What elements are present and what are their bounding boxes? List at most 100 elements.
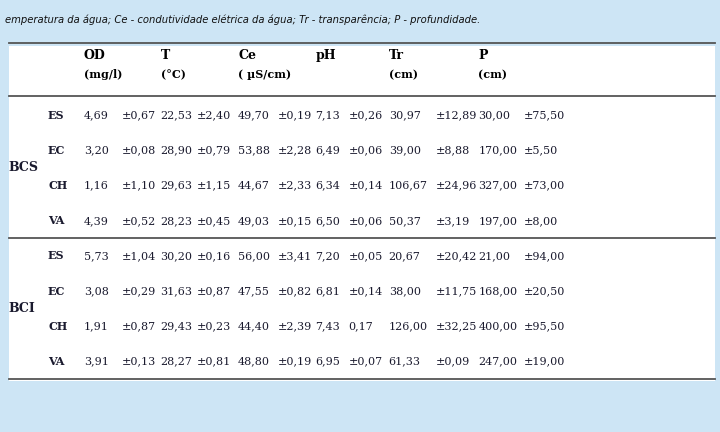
Text: 30,00: 30,00 [478,110,510,120]
Text: emperatura da água; Ce - condutividade elétrica da água; Tr - transparência; P -: emperatura da água; Ce - condutividade e… [5,14,480,25]
Text: ±19,00: ±19,00 [523,356,565,366]
Text: ±0,79: ±0,79 [197,146,230,156]
Text: EC: EC [48,145,66,156]
Text: 168,00: 168,00 [478,286,518,296]
Text: 6,81: 6,81 [315,286,341,296]
Text: P: P [478,48,488,61]
Text: ±1,10: ±1,10 [122,181,156,191]
Text: 44,40: 44,40 [238,321,270,331]
Text: 327,00: 327,00 [478,181,518,191]
Text: ±1,04: ±1,04 [122,251,156,261]
Text: ±0,08: ±0,08 [122,146,156,156]
Text: 28,90: 28,90 [161,146,193,156]
Text: ±0,05: ±0,05 [348,251,383,261]
Text: ±2,33: ±2,33 [278,181,312,191]
Text: ±8,88: ±8,88 [436,146,470,156]
Text: ±0,15: ±0,15 [278,216,312,226]
Text: (°C): (°C) [161,69,186,80]
Text: 30,20: 30,20 [161,251,193,261]
Text: 28,23: 28,23 [161,216,193,226]
Text: ±0,52: ±0,52 [122,216,156,226]
Text: 28,27: 28,27 [161,356,192,366]
Text: 3,20: 3,20 [84,146,109,156]
Text: ±3,19: ±3,19 [436,216,470,226]
Text: ±0,45: ±0,45 [197,216,230,226]
Text: 29,43: 29,43 [161,321,193,331]
Text: ±8,00: ±8,00 [523,216,558,226]
Text: T: T [161,48,170,61]
Text: 1,91: 1,91 [84,321,109,331]
Text: 400,00: 400,00 [478,321,518,331]
Text: ±2,39: ±2,39 [278,321,312,331]
Text: (cm): (cm) [478,69,508,80]
Text: ±0,13: ±0,13 [122,356,156,366]
Text: ±1,15: ±1,15 [197,181,230,191]
Text: pH: pH [315,48,336,61]
Text: 49,70: 49,70 [238,110,270,120]
Text: ±0,14: ±0,14 [348,181,383,191]
Text: VA: VA [48,356,64,367]
Text: 126,00: 126,00 [389,321,428,331]
Text: ±0,26: ±0,26 [348,110,383,120]
Text: VA: VA [48,215,64,226]
Text: 44,67: 44,67 [238,181,270,191]
Text: 20,67: 20,67 [389,251,420,261]
Text: 47,55: 47,55 [238,286,270,296]
Text: 6,34: 6,34 [315,181,341,191]
Text: ES: ES [48,251,65,261]
Text: (mg/l): (mg/l) [84,69,122,80]
Text: CH: CH [48,321,67,332]
Text: 21,00: 21,00 [478,251,510,261]
Text: 4,69: 4,69 [84,110,109,120]
Text: 197,00: 197,00 [478,216,518,226]
Text: 6,49: 6,49 [315,146,341,156]
Text: 56,00: 56,00 [238,251,270,261]
Text: EC: EC [48,286,66,297]
Text: ±0,07: ±0,07 [348,356,382,366]
Text: 49,03: 49,03 [238,216,270,226]
Text: ±20,42: ±20,42 [436,251,477,261]
Text: BCI: BCI [9,302,35,315]
Text: 7,20: 7,20 [315,251,341,261]
Text: Tr: Tr [389,48,404,61]
Text: ±73,00: ±73,00 [523,181,564,191]
Text: 170,00: 170,00 [478,146,518,156]
Text: ±11,75: ±11,75 [436,286,477,296]
Text: ±0,23: ±0,23 [197,321,230,331]
Text: ±0,82: ±0,82 [278,286,312,296]
Text: 22,53: 22,53 [161,110,193,120]
Text: ±0,29: ±0,29 [122,286,156,296]
Text: ±75,50: ±75,50 [523,110,564,120]
Text: ( µS/cm): ( µS/cm) [238,69,291,80]
Text: 7,13: 7,13 [315,110,341,120]
Text: ±5,50: ±5,50 [523,146,558,156]
Text: ±0,06: ±0,06 [348,146,383,156]
Text: ±24,96: ±24,96 [436,181,477,191]
Text: CH: CH [48,180,67,191]
Text: ES: ES [48,110,65,121]
Text: ±20,50: ±20,50 [523,286,565,296]
Text: ±0,16: ±0,16 [197,251,230,261]
Text: 4,39: 4,39 [84,216,109,226]
Text: 61,33: 61,33 [389,356,420,366]
Text: ±12,89: ±12,89 [436,110,477,120]
Text: ±2,40: ±2,40 [197,110,230,120]
Text: 31,63: 31,63 [161,286,193,296]
Text: 38,00: 38,00 [389,286,420,296]
FancyBboxPatch shape [9,47,715,381]
Text: ±2,28: ±2,28 [278,146,312,156]
Text: 247,00: 247,00 [478,356,518,366]
Text: 1,16: 1,16 [84,181,109,191]
Text: (cm): (cm) [389,69,418,80]
Text: 106,67: 106,67 [389,181,428,191]
Text: ±95,50: ±95,50 [523,321,565,331]
Text: ±0,67: ±0,67 [122,110,156,120]
Text: ±0,14: ±0,14 [348,286,383,296]
Text: ±0,06: ±0,06 [348,216,383,226]
Text: Ce: Ce [238,48,256,61]
Text: ±0,87: ±0,87 [122,321,156,331]
Text: 0,17: 0,17 [348,321,373,331]
Text: 5,73: 5,73 [84,251,109,261]
Text: 29,63: 29,63 [161,181,193,191]
Text: ±0,87: ±0,87 [197,286,230,296]
